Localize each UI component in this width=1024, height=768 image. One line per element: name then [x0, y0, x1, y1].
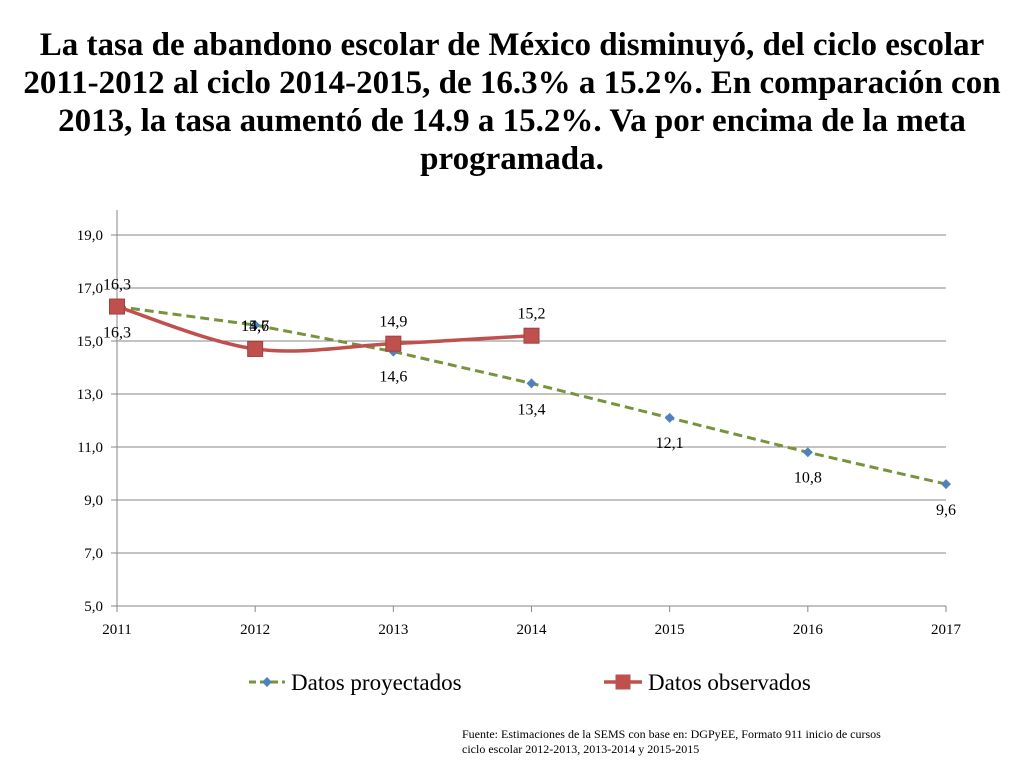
- legend-marker-datos-observados: [615, 674, 631, 690]
- point-datos-proyectados: [802, 447, 813, 458]
- point-datos-proyectados: [941, 479, 951, 490]
- series-line-datos-observados: [116, 304, 532, 353]
- point-datos-proyectados: [250, 320, 261, 331]
- data-label-datos-proyectados: 15,6: [241, 318, 269, 335]
- y-tick-label: 9,0: [84, 493, 103, 509]
- data-label-datos-observados: 16,3: [103, 277, 131, 294]
- point-datos-proyectados: [526, 378, 537, 389]
- y-tick-label: 7,0: [84, 546, 103, 562]
- data-label-datos-observados: 15,2: [518, 306, 546, 323]
- y-tick-label: 19,0: [77, 228, 103, 244]
- legend: Datos proyectados Datos observados: [249, 670, 811, 695]
- data-label-datos-observados: 14,7: [241, 318, 269, 335]
- data-label-datos-proyectados: 10,8: [794, 469, 822, 486]
- point-datos-observados: [109, 298, 125, 315]
- x-tick-label: 2016: [793, 622, 824, 638]
- data-label-datos-proyectados: 9,6: [936, 502, 956, 519]
- point-datos-proyectados: [664, 412, 675, 423]
- source-line-1: Fuente: Estimaciones de la SEMS con base…: [462, 727, 881, 741]
- source-note: Fuente: Estimaciones de la SEMS con base…: [462, 727, 1002, 757]
- y-tick-label: 13,0: [77, 387, 103, 403]
- x-tick-label: 2011: [102, 622, 131, 638]
- y-tick-label: 17,0: [77, 281, 103, 297]
- data-labels: 16,3 15,6 14,6 13,4 12,1 10,8 9,6 16,3 14,7 14,9 1…: [103, 277, 956, 520]
- x-tick-label: 2014: [517, 622, 548, 638]
- x-tick-label: 2013: [378, 622, 408, 638]
- data-label-datos-proyectados: 13,4: [518, 401, 546, 418]
- source-line-2: ciclo escolar 2012-2013, 2013-2014 y 201…: [462, 742, 700, 756]
- legend-label-datos-proyectados: Datos proyectados: [291, 670, 462, 695]
- gridlines: [117, 234, 946, 554]
- point-datos-observados: [523, 327, 540, 344]
- x-tick-label: 2015: [655, 622, 685, 638]
- data-label-datos-proyectados: 12,1: [656, 435, 684, 452]
- chart-title: La tasa de abandono escolar de México di…: [23, 27, 1001, 177]
- data-label-datos-proyectados: 14,6: [379, 369, 407, 386]
- series-group: [109, 298, 951, 490]
- y-tick-label: 15,0: [77, 334, 103, 350]
- point-datos-observados: [247, 340, 264, 357]
- legend-marker-datos-proyectados: [262, 677, 272, 687]
- data-label-datos-observados: 14,9: [379, 314, 407, 331]
- x-tick-label: 2017: [931, 622, 962, 638]
- y-tick-label: 11,0: [77, 440, 103, 456]
- point-datos-observados: [385, 335, 402, 352]
- axes: 5,0 7,0 9,0 11,0 13,0 15,0 17,0 19,0 2011 2012 201…: [77, 210, 962, 638]
- x-tick-label: 2012: [240, 622, 270, 638]
- legend-label-datos-observados: Datos observados: [648, 670, 811, 695]
- data-label-datos-proyectados: 16,3: [103, 325, 131, 342]
- y-tick-label: 5,0: [84, 599, 103, 615]
